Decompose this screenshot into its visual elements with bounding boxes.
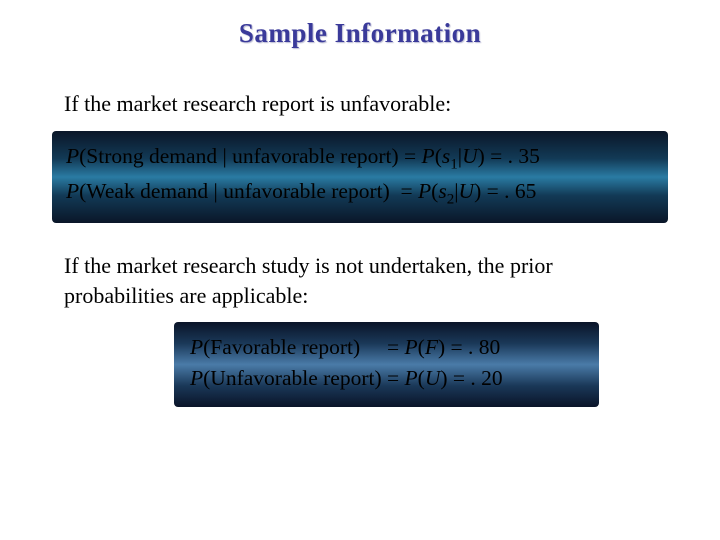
- p-symbol: P: [405, 335, 418, 359]
- p-symbol: P: [190, 335, 203, 359]
- paren: (: [418, 335, 425, 359]
- intro-prior-line2: probabilities are applicable:: [46, 281, 674, 311]
- p-symbol: P: [190, 366, 203, 390]
- slide-container: Sample Information If the market researc…: [0, 0, 720, 540]
- p-symbol: P: [422, 144, 435, 168]
- page-title: Sample Information: [46, 18, 674, 49]
- u-var: U: [462, 144, 478, 168]
- u-var: U: [425, 366, 441, 390]
- intro-prior-line1: If the market research study is not unde…: [46, 251, 674, 281]
- paren: (: [418, 366, 425, 390]
- formula-line-strong: P(Strong demand | unfavorable report) = …: [66, 141, 654, 176]
- formula-line-unfavorable-prior: P(Unfavorable report) = P(U) = . 20: [190, 363, 583, 394]
- s-var: s: [442, 144, 450, 168]
- s-var: s: [438, 179, 446, 203]
- formula-line-favorable: P(Favorable report) = P(F) = . 80: [190, 332, 583, 363]
- formula-box-unfavorable: P(Strong demand | unfavorable report) = …: [52, 131, 668, 223]
- p-symbol: P: [66, 179, 79, 203]
- p-symbol: P: [405, 366, 418, 390]
- value-text: ) = . 35: [478, 144, 540, 168]
- cond-text: (Unfavorable report) =: [203, 366, 404, 390]
- cond-text: (Favorable report) =: [203, 335, 404, 359]
- subscript: 1: [450, 156, 458, 172]
- intro-unfavorable: If the market research report is unfavor…: [46, 89, 674, 119]
- value-text: ) = . 65: [474, 179, 536, 203]
- cond-text: (Strong demand | unfavorable report) =: [79, 144, 421, 168]
- formula-line-weak: P(Weak demand | unfavorable report) = P(…: [66, 176, 654, 211]
- p-symbol: P: [418, 179, 431, 203]
- p-symbol: P: [66, 144, 79, 168]
- paren: (: [435, 144, 442, 168]
- u-var: U: [459, 179, 475, 203]
- value-text: ) = . 80: [438, 335, 500, 359]
- f-var: F: [425, 335, 438, 359]
- value-text: ) = . 20: [440, 366, 502, 390]
- cond-text: (Weak demand | unfavorable report) =: [79, 179, 418, 203]
- formula-box-prior: P(Favorable report) = P(F) = . 80 P(Unfa…: [174, 322, 599, 406]
